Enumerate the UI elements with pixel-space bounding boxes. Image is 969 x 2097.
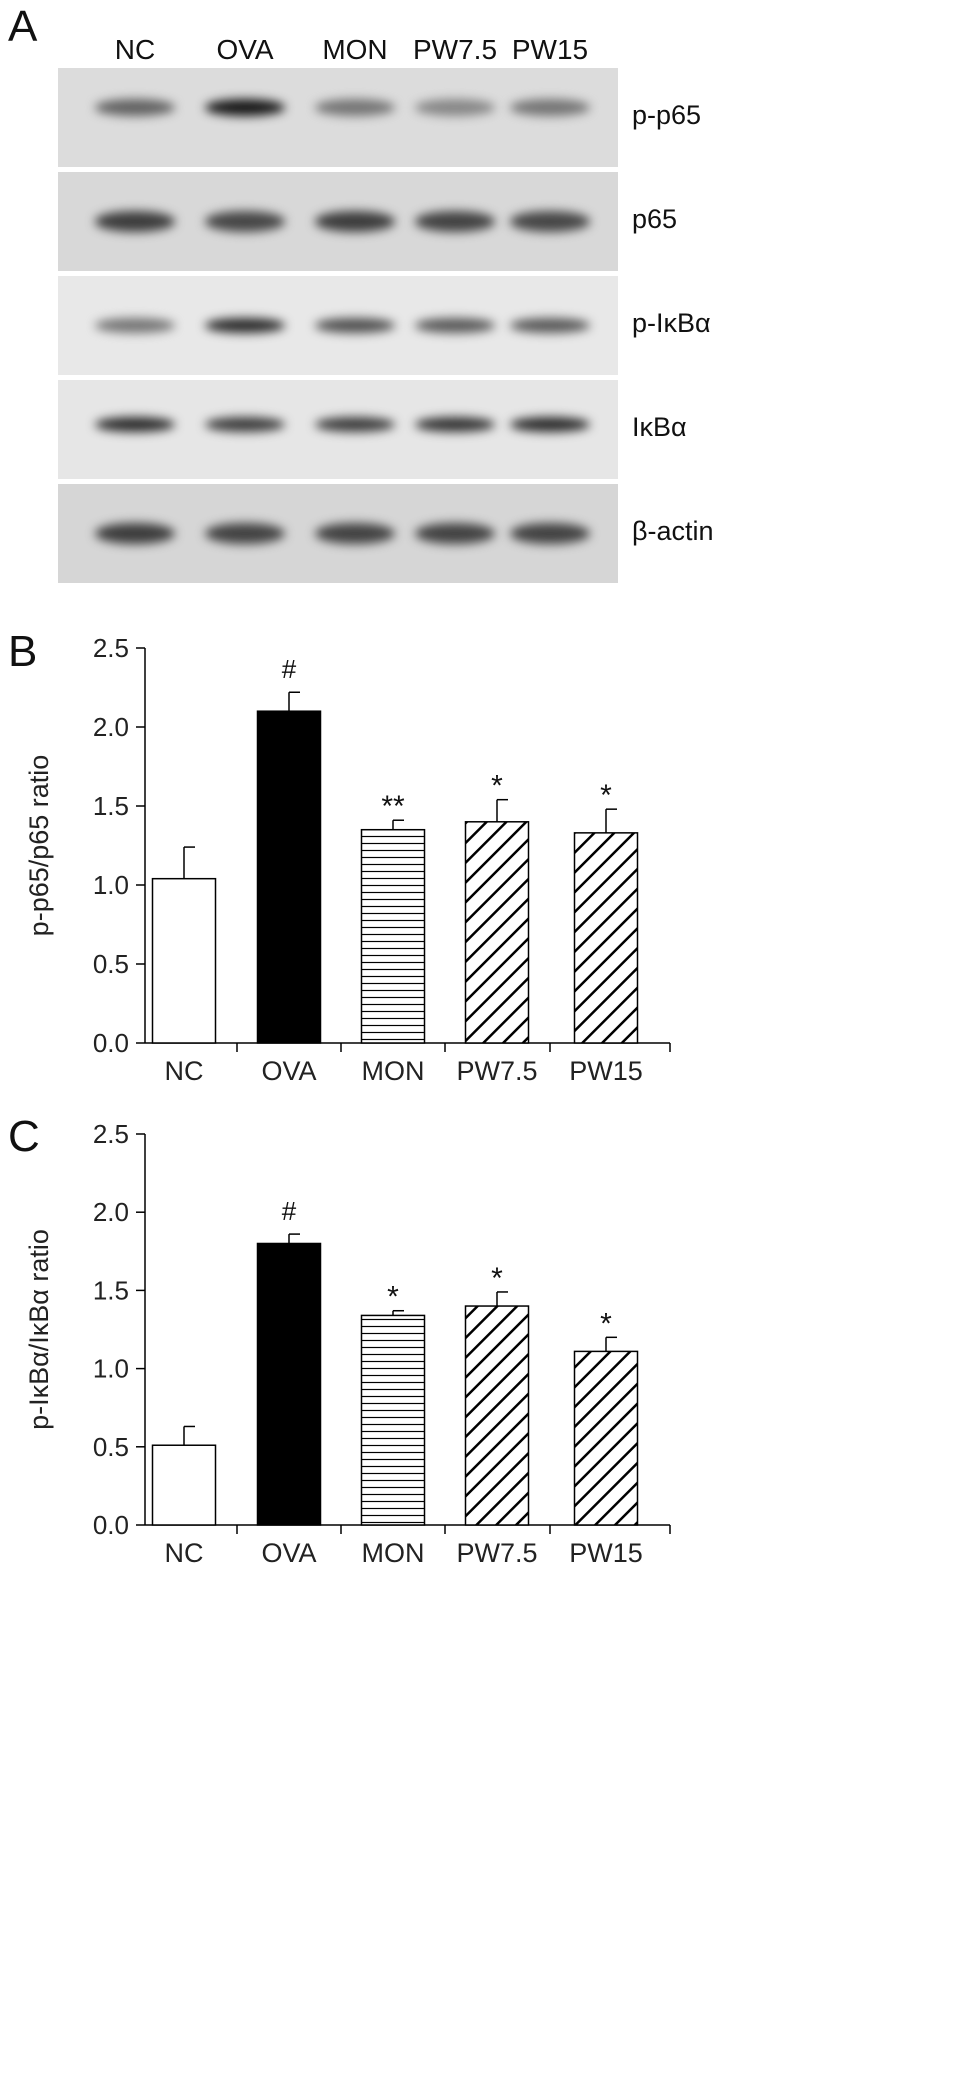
bar bbox=[256, 1242, 322, 1526]
blot-band bbox=[205, 416, 285, 433]
blot-row bbox=[58, 484, 618, 583]
y-tick-label: 0.0 bbox=[93, 1028, 129, 1058]
bar bbox=[360, 1314, 426, 1526]
y-tick-label: 2.0 bbox=[93, 1197, 129, 1227]
x-tick-label: MON bbox=[362, 1538, 425, 1568]
blot-lane-label: NC bbox=[114, 34, 156, 65]
blot-band bbox=[510, 99, 590, 116]
blot-band bbox=[315, 318, 395, 333]
y-tick-label: 1.5 bbox=[93, 1275, 129, 1305]
x-tick-label: PW7.5 bbox=[456, 1538, 537, 1568]
blot-band bbox=[510, 522, 590, 545]
bar bbox=[573, 832, 639, 1044]
blot-band bbox=[315, 416, 395, 433]
x-tick-label: PW15 bbox=[569, 1056, 643, 1086]
blot-row-label: p-IκBα bbox=[632, 308, 711, 338]
blot-row-label: p-p65 bbox=[632, 100, 702, 130]
y-tick-label: 2.5 bbox=[93, 1119, 129, 1149]
blot-band bbox=[205, 522, 285, 545]
y-tick-label: 0.5 bbox=[93, 949, 129, 979]
blot-band bbox=[205, 318, 285, 333]
y-tick-label: 2.0 bbox=[93, 712, 129, 742]
blot-lane-label: PW15 bbox=[511, 34, 589, 65]
blot-row bbox=[58, 68, 618, 167]
y-tick-label: 0.5 bbox=[93, 1432, 129, 1462]
bar bbox=[464, 821, 530, 1044]
bar bbox=[151, 1444, 217, 1526]
blot-band bbox=[415, 416, 495, 433]
blot-row-label: β-actin bbox=[632, 516, 714, 546]
significance-marker: * bbox=[600, 1307, 612, 1340]
x-tick-label: OVA bbox=[261, 1056, 316, 1086]
blot-band bbox=[315, 211, 395, 232]
y-tick-label: 2.5 bbox=[93, 633, 129, 663]
blot-band bbox=[95, 416, 175, 433]
blot-row-label: IκBα bbox=[632, 412, 687, 442]
y-tick-label: 1.0 bbox=[93, 1354, 129, 1384]
significance-marker: # bbox=[282, 1196, 297, 1226]
panel-label-a: A bbox=[8, 2, 38, 51]
blot-band bbox=[415, 522, 495, 545]
significance-marker: * bbox=[387, 1281, 399, 1314]
blot-band bbox=[95, 99, 175, 116]
blot-band bbox=[510, 211, 590, 232]
blot-band bbox=[95, 211, 175, 232]
blot-lane-label: OVA bbox=[216, 34, 274, 65]
panel-label-b: B bbox=[8, 627, 38, 676]
x-tick-label: OVA bbox=[261, 1538, 316, 1568]
bar bbox=[360, 828, 426, 1044]
significance-marker: * bbox=[491, 770, 503, 803]
blot-row bbox=[58, 172, 618, 271]
blot-band bbox=[95, 522, 175, 545]
y-axis-label: p-IκBα/IκBα ratio bbox=[24, 1229, 54, 1430]
blot-band bbox=[315, 522, 395, 545]
blot-band bbox=[415, 99, 495, 116]
blot-band bbox=[510, 416, 590, 433]
y-axis-label: p-p65/p65 ratio bbox=[24, 755, 54, 937]
bar bbox=[151, 877, 217, 1044]
blot-lane-label: MON bbox=[322, 34, 388, 65]
bar bbox=[573, 1350, 639, 1526]
blot-band bbox=[95, 318, 175, 333]
y-tick-label: 1.5 bbox=[93, 791, 129, 821]
blot-band bbox=[510, 318, 590, 333]
significance-marker: * bbox=[600, 779, 612, 812]
blot-row-label: p65 bbox=[632, 204, 678, 234]
blot-row bbox=[58, 380, 618, 479]
x-tick-label: NC bbox=[165, 1056, 204, 1086]
panel-label-c: C bbox=[8, 1112, 40, 1161]
x-tick-label: PW7.5 bbox=[456, 1056, 537, 1086]
x-tick-label: PW15 bbox=[569, 1538, 643, 1568]
bar bbox=[464, 1305, 530, 1526]
blot-band bbox=[205, 211, 285, 232]
x-tick-label: MON bbox=[362, 1056, 425, 1086]
y-tick-label: 1.0 bbox=[93, 870, 129, 900]
bar bbox=[256, 710, 322, 1044]
blot-band bbox=[315, 99, 395, 116]
significance-marker: ** bbox=[381, 790, 405, 823]
y-tick-label: 0.0 bbox=[93, 1510, 129, 1540]
blot-band bbox=[415, 211, 495, 232]
x-tick-label: NC bbox=[165, 1538, 204, 1568]
significance-marker: * bbox=[491, 1262, 503, 1295]
blot-band bbox=[205, 99, 285, 116]
blot-lane-label: PW7.5 bbox=[412, 34, 498, 65]
blot-band bbox=[415, 318, 495, 333]
blot-row bbox=[58, 276, 618, 375]
significance-marker: # bbox=[282, 654, 297, 684]
